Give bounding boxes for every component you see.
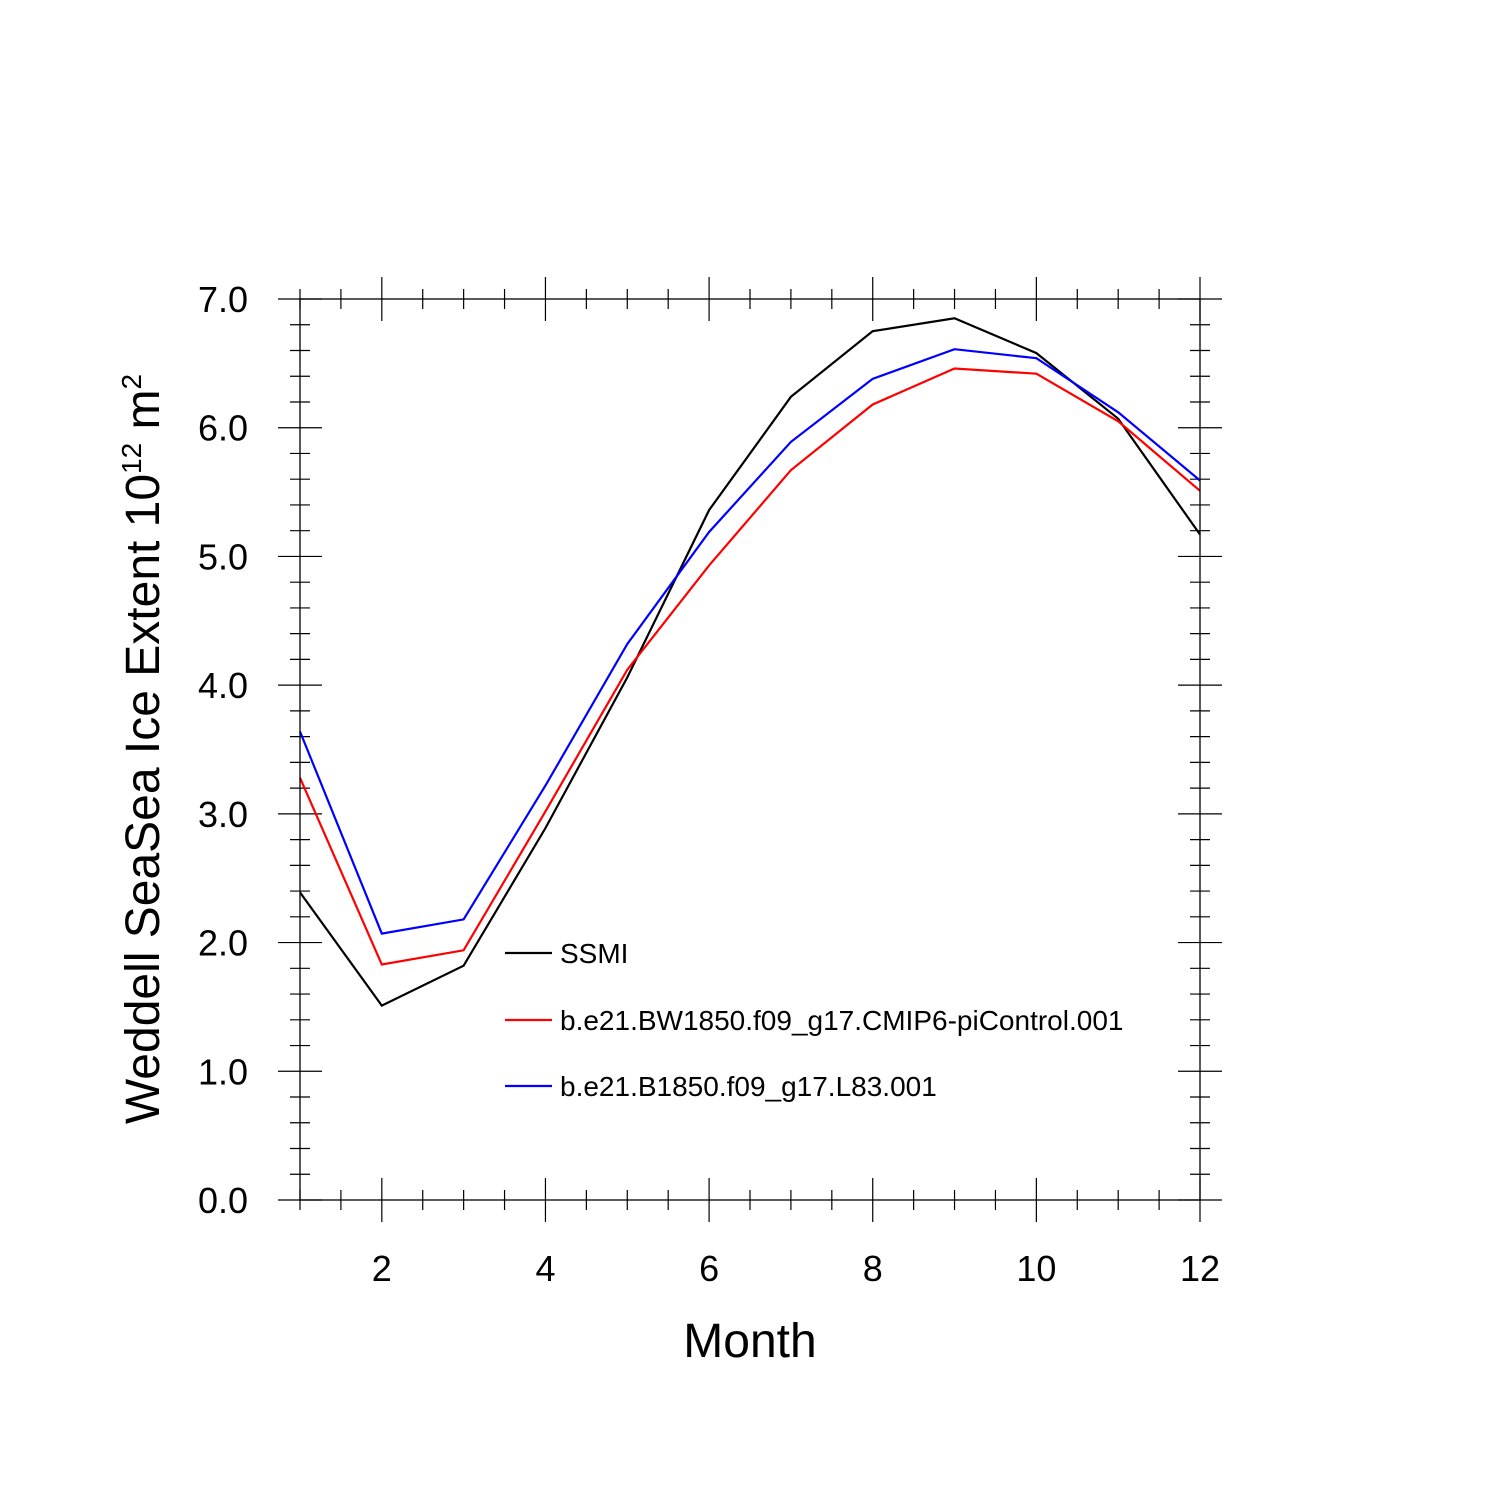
y-tick-label: 6.0 (198, 408, 248, 449)
series-line-3 (298, 348, 1201, 935)
legend-label: SSMI (560, 938, 628, 969)
y-axis-title: Weddell SeaSea Ice Extent 1012 m2 (116, 374, 170, 1124)
y-tick-label: 2.0 (198, 923, 248, 964)
y-axis-title-unit: m (117, 389, 170, 442)
tick-label-layer: 0.0 1.0 2.0 3.0 4.0 5.0 6.0 7.0 2 4 6 8 10 12 (198, 279, 1220, 1289)
y-axis-title-unit-exponent: 2 (116, 374, 147, 390)
y-axis-title-main: Weddell SeaSea Ice Extent 10 (117, 474, 170, 1124)
x-axis-title: Month (683, 1315, 816, 1368)
y-tick-label: 3.0 (198, 794, 248, 835)
legend: SSMI b.e21.BW1850.f09_g17.CMIP6-piControl… (505, 938, 1123, 1102)
y-axis-title-exponent: 12 (116, 443, 147, 474)
series-line-2 (298, 367, 1201, 966)
x-tick-label: 8 (863, 1248, 883, 1289)
series-line-1 (299, 317, 1201, 1007)
x-tick-label: 2 (372, 1248, 392, 1289)
legend-label: b.e21.B1850.f09_g17.L83.001 (560, 1071, 937, 1102)
x-tick-label: 4 (535, 1248, 555, 1289)
y-tick-label: 4.0 (198, 665, 248, 706)
x-tick-label: 12 (1180, 1248, 1220, 1289)
legend-label: b.e21.BW1850.f09_g17.CMIP6-piControl.001 (560, 1005, 1123, 1036)
y-tick-label: 1.0 (198, 1051, 248, 1092)
y-tick-label: 5.0 (198, 536, 248, 577)
x-tick-label: 10 (1016, 1248, 1056, 1289)
y-tick-label: 0.0 (198, 1180, 248, 1221)
y-tick-label: 7.0 (198, 279, 248, 320)
x-tick-label: 6 (699, 1248, 719, 1289)
plot-frame (299, 298, 1201, 1201)
series-layer (298, 317, 1201, 1007)
